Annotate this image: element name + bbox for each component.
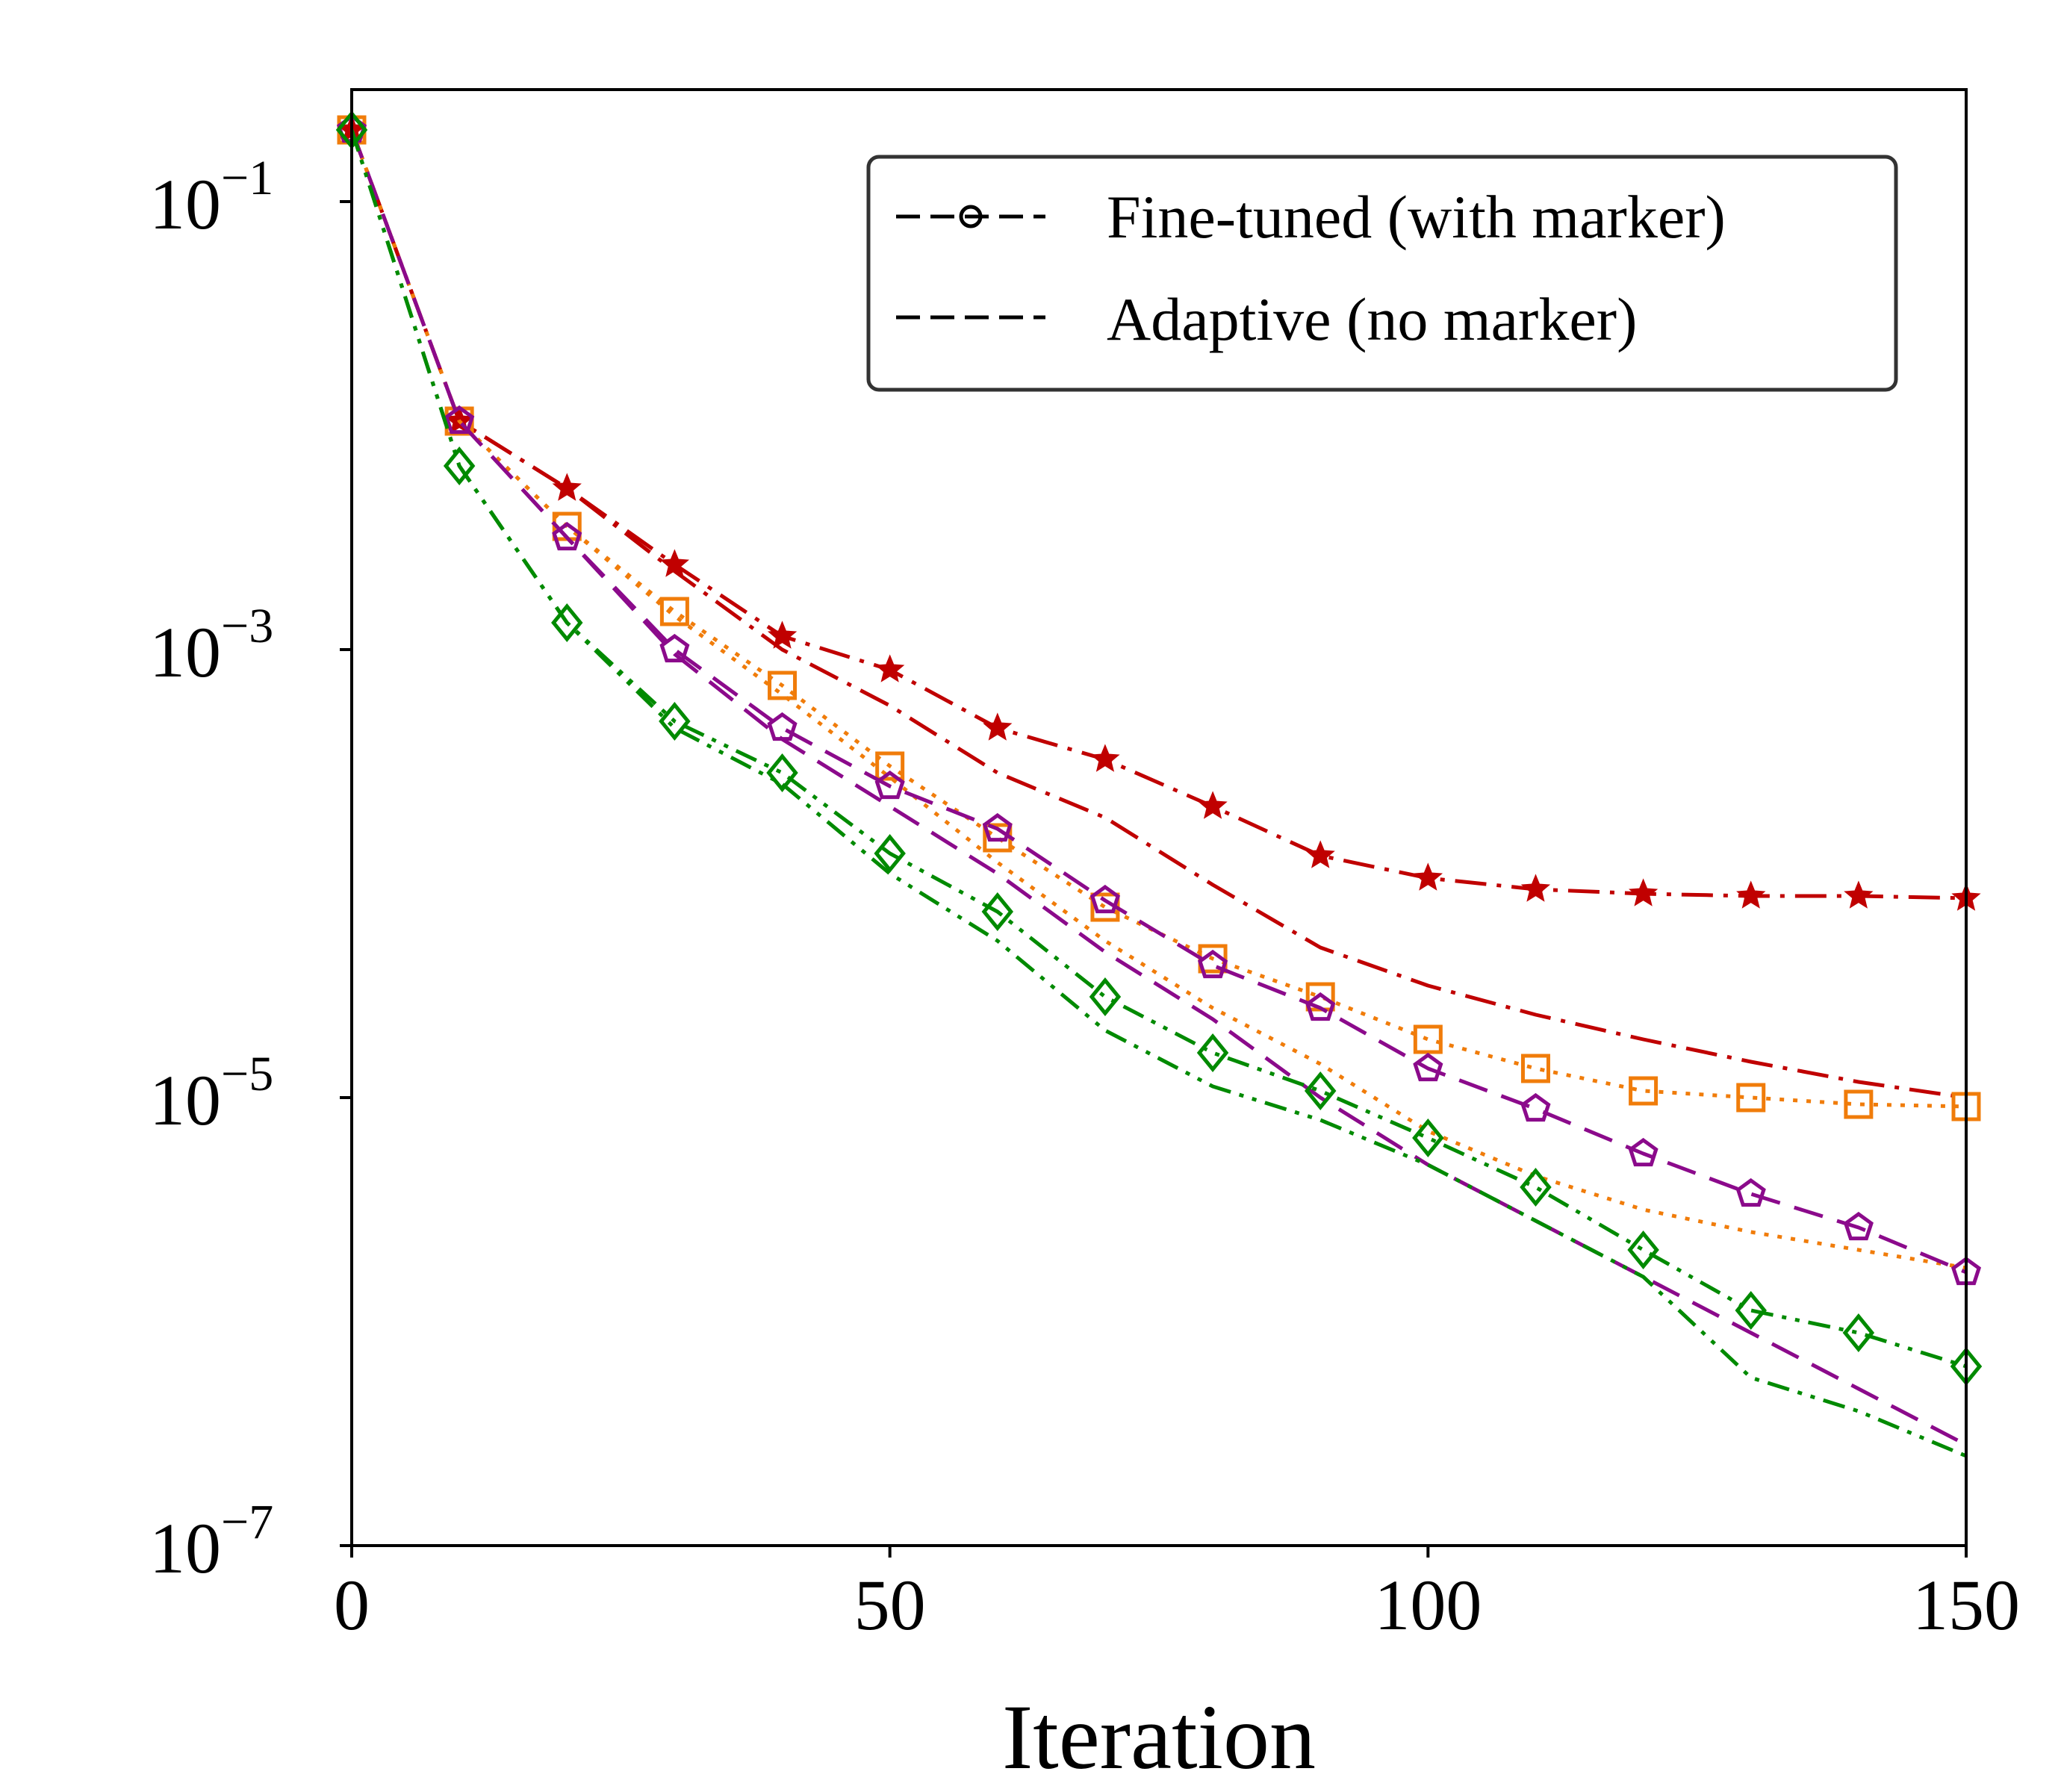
data-point-purple-finetuned-40 <box>767 712 798 741</box>
data-point-orange-finetuned-40 <box>768 671 798 700</box>
data-point-green-finetuned-40 <box>766 753 798 792</box>
x-tick-label-50: 50 <box>854 1565 926 1645</box>
data-point-red-finetuned-110 <box>1520 874 1551 902</box>
data-point-orange-finetuned-120 <box>1629 1076 1659 1106</box>
y-tick-label--5: 10−5 <box>149 1047 273 1140</box>
data-point-green-finetuned-110 <box>1520 1168 1552 1207</box>
data-point-green-finetuned-90 <box>1304 1071 1337 1110</box>
data-point-purple-finetuned-90 <box>1305 992 1336 1021</box>
data-point-purple-finetuned-60 <box>982 812 1013 842</box>
data-point-red-finetuned-140 <box>1844 880 1874 909</box>
data-point-orange-finetuned-110 <box>1520 1054 1550 1083</box>
series-line-red-adaptive <box>349 129 1967 1100</box>
data-point-red-finetuned-70 <box>1090 744 1120 772</box>
plot-area-frame <box>350 88 1968 1547</box>
data-point-red-finetuned-50 <box>874 654 905 682</box>
data-point-red-finetuned-90 <box>1305 840 1335 868</box>
data-point-red-finetuned-30 <box>659 549 690 577</box>
legend-label-adaptive: Adaptive (no marker) <box>1107 285 1637 353</box>
data-point-purple-finetuned-110 <box>1520 1092 1551 1122</box>
data-point-red-finetuned-60 <box>983 712 1013 741</box>
series-line-purple-finetuned <box>349 129 1967 1275</box>
legend-circle-marker <box>959 205 983 228</box>
data-point-green-finetuned-50 <box>874 834 906 873</box>
data-point-purple-finetuned-140 <box>1843 1211 1874 1241</box>
legend: Fine-tuned (with marker) Adaptive (no ma… <box>866 155 1898 392</box>
data-point-purple-finetuned-30 <box>659 633 690 663</box>
data-point-green-finetuned-140 <box>1842 1313 1875 1352</box>
series-line-red-finetuned <box>349 129 1967 900</box>
data-point-red-finetuned-130 <box>1736 880 1766 909</box>
data-point-purple-finetuned-50 <box>874 770 905 800</box>
data-point-purple-finetuned-130 <box>1735 1177 1766 1207</box>
series-red-finetuned <box>337 114 1981 911</box>
legend-label-finetuned: Fine-tuned (with marker) <box>1107 183 1726 251</box>
axis-ticks: 0 50 100 150 10−1 10−3 10−5 10−7 <box>149 151 2020 1645</box>
data-point-green-finetuned-100 <box>1412 1119 1444 1157</box>
y-tick-label--1: 10−1 <box>149 151 273 244</box>
data-point-green-finetuned-130 <box>1735 1291 1767 1330</box>
series-red-adaptive <box>349 129 1967 1100</box>
data-point-orange-finetuned-130 <box>1736 1083 1766 1113</box>
data-point-green-finetuned-120 <box>1627 1231 1659 1269</box>
data-point-green-finetuned-80 <box>1196 1033 1229 1072</box>
x-tick-label-100: 100 <box>1374 1565 1482 1645</box>
data-point-green-finetuned-10 <box>443 447 476 485</box>
data-point-green-finetuned-20 <box>551 603 583 642</box>
data-point-orange-finetuned-140 <box>1844 1089 1874 1119</box>
series-layer <box>335 111 1983 1458</box>
series-green-adaptive <box>349 129 1967 1458</box>
x-axis-title: Iteration <box>1002 1686 1316 1788</box>
data-point-orange-finetuned-30 <box>659 597 689 626</box>
legend-frame <box>866 155 1898 392</box>
data-point-red-finetuned-40 <box>767 620 798 649</box>
data-point-green-finetuned-70 <box>1089 977 1122 1016</box>
data-point-red-finetuned-100 <box>1413 862 1443 891</box>
data-point-purple-finetuned-120 <box>1628 1137 1659 1167</box>
y-tick-label--7: 10−7 <box>149 1495 273 1588</box>
data-point-red-finetuned-80 <box>1198 791 1228 819</box>
data-point-purple-finetuned-70 <box>1089 884 1121 914</box>
data-point-purple-finetuned-20 <box>552 521 582 551</box>
series-line-green-adaptive <box>349 129 1967 1458</box>
data-point-green-finetuned-30 <box>659 702 691 741</box>
data-point-orange-finetuned-50 <box>875 751 905 781</box>
data-point-purple-finetuned-100 <box>1413 1052 1443 1082</box>
x-tick-label-0: 0 <box>334 1565 370 1645</box>
series-line-green-finetuned <box>349 129 1967 1369</box>
series-green-finetuned <box>335 111 1983 1386</box>
data-point-red-finetuned-20 <box>552 473 582 501</box>
y-tick-label--3: 10−3 <box>149 599 273 692</box>
data-point-red-finetuned-120 <box>1628 878 1659 906</box>
x-tick-label-150: 150 <box>1912 1565 2020 1645</box>
data-point-purple-finetuned-10 <box>444 405 475 435</box>
data-point-green-finetuned-60 <box>981 892 1014 931</box>
data-point-purple-finetuned-80 <box>1197 949 1228 979</box>
data-point-orange-finetuned-100 <box>1413 1024 1443 1054</box>
